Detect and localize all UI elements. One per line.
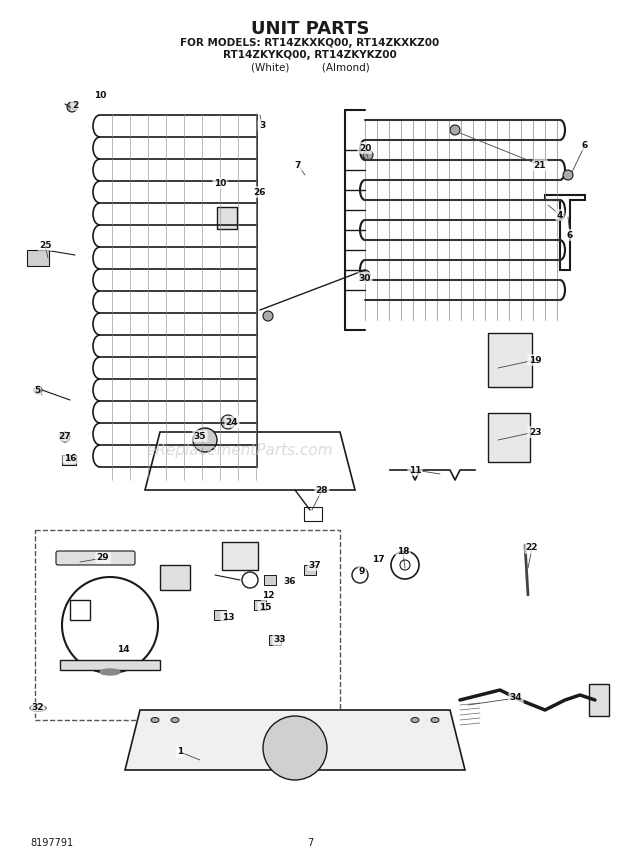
FancyBboxPatch shape (488, 333, 532, 387)
Text: 25: 25 (38, 241, 51, 249)
Ellipse shape (100, 669, 120, 675)
FancyBboxPatch shape (488, 413, 530, 462)
Text: 13: 13 (222, 613, 234, 621)
Circle shape (67, 102, 77, 112)
Text: UNIT PARTS: UNIT PARTS (250, 20, 370, 38)
Text: 22: 22 (526, 544, 538, 552)
Text: 6: 6 (567, 230, 573, 240)
Text: 4: 4 (557, 211, 563, 219)
Text: eReplacementParts.com: eReplacementParts.com (147, 443, 334, 457)
Ellipse shape (30, 704, 46, 711)
Ellipse shape (411, 717, 419, 722)
Text: 35: 35 (193, 431, 206, 441)
Text: 27: 27 (59, 431, 71, 441)
Text: 20: 20 (359, 144, 371, 152)
Text: (White)          (Almond): (White) (Almond) (250, 62, 370, 72)
Text: 10: 10 (94, 91, 106, 99)
Text: 1: 1 (177, 747, 183, 757)
Circle shape (450, 125, 460, 135)
Text: 23: 23 (529, 427, 541, 437)
Circle shape (360, 270, 370, 280)
Circle shape (263, 716, 327, 780)
Text: FOR MODELS: RT14ZKXKQ00, RT14ZKXKZ00: FOR MODELS: RT14ZKXKQ00, RT14ZKXKZ00 (180, 38, 440, 48)
Circle shape (193, 428, 217, 452)
Circle shape (363, 150, 373, 160)
Text: 29: 29 (97, 554, 109, 562)
Circle shape (563, 170, 573, 180)
Text: 26: 26 (254, 187, 266, 197)
Text: 7: 7 (295, 161, 301, 169)
Ellipse shape (431, 717, 439, 722)
Bar (214, 610, 226, 620)
FancyBboxPatch shape (56, 551, 135, 565)
Text: 33: 33 (274, 635, 286, 645)
Text: 15: 15 (259, 603, 272, 613)
Text: 28: 28 (316, 485, 328, 495)
Text: 7: 7 (307, 838, 313, 848)
Text: 11: 11 (409, 466, 421, 474)
Circle shape (60, 432, 70, 442)
Text: 34: 34 (510, 693, 522, 703)
Circle shape (263, 311, 273, 321)
FancyBboxPatch shape (217, 207, 237, 229)
Text: 12: 12 (262, 591, 274, 599)
Text: 19: 19 (529, 355, 541, 365)
Circle shape (34, 386, 42, 394)
Text: 8197791: 8197791 (30, 838, 73, 848)
Text: 9: 9 (359, 568, 365, 576)
Text: 16: 16 (64, 454, 76, 462)
Polygon shape (60, 660, 160, 670)
FancyBboxPatch shape (62, 455, 76, 465)
Text: 30: 30 (359, 274, 371, 282)
Bar (254, 600, 266, 610)
Text: 14: 14 (117, 645, 130, 655)
Text: RT14ZKYKQ00, RT14ZKYKZ00: RT14ZKYKQ00, RT14ZKYKZ00 (223, 50, 397, 60)
FancyBboxPatch shape (222, 542, 258, 570)
Ellipse shape (151, 717, 159, 722)
Polygon shape (125, 710, 465, 770)
Text: 18: 18 (397, 548, 409, 556)
Text: 10: 10 (214, 179, 226, 187)
Text: 21: 21 (534, 161, 546, 169)
FancyBboxPatch shape (589, 684, 609, 716)
Bar (304, 565, 316, 575)
Bar (264, 575, 276, 585)
Text: 3: 3 (259, 121, 265, 129)
FancyBboxPatch shape (27, 250, 49, 266)
Text: 5: 5 (34, 385, 40, 395)
FancyBboxPatch shape (160, 565, 190, 590)
Text: 6: 6 (582, 140, 588, 150)
Ellipse shape (171, 717, 179, 722)
Bar (269, 635, 281, 645)
Text: 32: 32 (32, 704, 44, 712)
Text: 37: 37 (309, 561, 321, 569)
Text: 36: 36 (284, 578, 296, 586)
Text: 2: 2 (72, 100, 78, 110)
Text: 24: 24 (226, 418, 238, 426)
Text: 17: 17 (371, 556, 384, 564)
Circle shape (221, 415, 235, 429)
